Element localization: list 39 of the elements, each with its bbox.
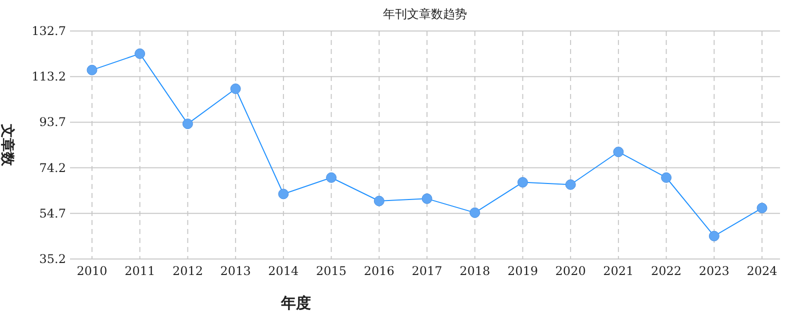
x-tick-label: 2012 — [172, 264, 203, 278]
x-tick-label: 2023 — [698, 264, 730, 278]
y-tick-label: 35.2 — [39, 252, 66, 266]
point — [326, 172, 337, 183]
point — [374, 196, 384, 206]
y-tick-label: 93.7 — [39, 115, 66, 130]
x-axis-title: 年度 — [280, 294, 311, 312]
point — [278, 188, 289, 200]
chart-title: 年刊文章数趋势 — [383, 7, 467, 21]
x-tick-label: 2020 — [555, 264, 586, 278]
point — [565, 179, 576, 190]
point — [708, 230, 720, 242]
x-tick-label: 2018 — [460, 264, 490, 278]
point — [517, 177, 528, 188]
x-tick-label: 2010 — [76, 264, 108, 278]
y-tick-label: 74.2 — [39, 160, 66, 175]
point — [470, 207, 480, 218]
y-tick-label: 54.7 — [39, 206, 66, 220]
x-tick-label: 2024 — [746, 264, 778, 278]
x-tick-label: 2011 — [124, 264, 156, 278]
point — [756, 202, 768, 214]
point — [86, 64, 98, 76]
x-tick-label: 2014 — [268, 264, 300, 278]
point — [134, 48, 146, 59]
point — [613, 146, 624, 158]
x-tick-label: 2021 — [603, 264, 634, 278]
x-tick-label: 2019 — [507, 264, 538, 278]
x-tick-label: 2017 — [412, 264, 442, 278]
point — [182, 118, 193, 130]
y-tick-label: 113.2 — [32, 70, 66, 84]
point — [661, 172, 672, 183]
x-tick-label: 2022 — [651, 264, 682, 278]
y-axis-title: 文章数 — [0, 123, 16, 167]
point — [422, 193, 432, 204]
x-tick-label: 2015 — [316, 264, 347, 278]
y-tick-label: 132.7 — [32, 24, 66, 38]
x-tick-label: 2013 — [220, 264, 251, 278]
x-tick-label: 2016 — [364, 264, 394, 278]
point — [230, 84, 241, 94]
